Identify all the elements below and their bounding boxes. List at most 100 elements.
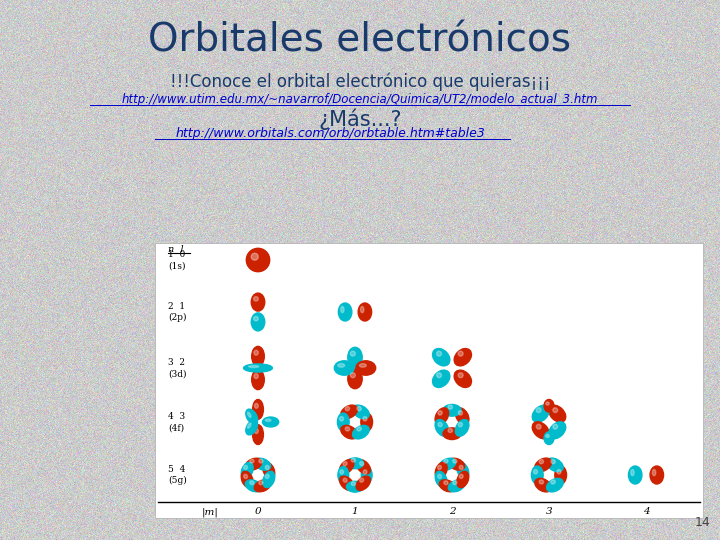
Ellipse shape (348, 347, 362, 367)
Ellipse shape (346, 481, 364, 492)
Ellipse shape (252, 346, 264, 366)
Text: |m|: |m| (202, 507, 218, 517)
Ellipse shape (453, 459, 457, 463)
Ellipse shape (455, 420, 469, 436)
Text: 1: 1 (351, 508, 359, 516)
Ellipse shape (438, 474, 441, 478)
Ellipse shape (435, 408, 449, 424)
Ellipse shape (357, 427, 361, 431)
Ellipse shape (351, 351, 356, 356)
Ellipse shape (341, 306, 344, 313)
Ellipse shape (363, 470, 367, 474)
Ellipse shape (629, 466, 642, 484)
Ellipse shape (650, 466, 664, 484)
Ellipse shape (334, 361, 354, 375)
Ellipse shape (553, 424, 558, 429)
Circle shape (251, 253, 258, 260)
Ellipse shape (343, 462, 347, 465)
Text: http://www.orbitals.com/orb/orbtable.htm#table3: http://www.orbitals.com/orb/orbtable.htm… (175, 127, 485, 140)
Ellipse shape (458, 411, 462, 415)
Ellipse shape (250, 481, 254, 485)
Ellipse shape (338, 413, 349, 431)
Ellipse shape (433, 370, 450, 388)
Ellipse shape (243, 474, 248, 478)
Ellipse shape (345, 427, 350, 431)
Text: http://www.utim.edu.mx/~navarrof/Docencia/Quimica/UT2/modelo_actual_3.htm: http://www.utim.edu.mx/~navarrof/Docenci… (122, 93, 598, 106)
Ellipse shape (546, 402, 549, 405)
Ellipse shape (253, 296, 258, 301)
Ellipse shape (340, 476, 354, 490)
Ellipse shape (338, 303, 352, 321)
Ellipse shape (546, 434, 549, 437)
Ellipse shape (444, 481, 448, 485)
Ellipse shape (254, 403, 258, 408)
Ellipse shape (449, 480, 464, 492)
Ellipse shape (457, 462, 469, 478)
Ellipse shape (343, 478, 347, 482)
Ellipse shape (652, 469, 656, 476)
Ellipse shape (458, 422, 462, 427)
Ellipse shape (351, 482, 356, 485)
Ellipse shape (356, 361, 376, 375)
Ellipse shape (341, 405, 357, 418)
Ellipse shape (361, 413, 372, 431)
Text: ¿Más...?: ¿Más...? (318, 108, 402, 130)
Ellipse shape (359, 478, 364, 482)
Ellipse shape (340, 470, 343, 474)
Ellipse shape (251, 313, 265, 331)
Ellipse shape (436, 351, 441, 356)
Ellipse shape (448, 405, 452, 409)
Ellipse shape (448, 428, 452, 433)
Text: !!!Conoce el orbital electrónico que quieras¡¡¡: !!!Conoce el orbital electrónico que qui… (170, 73, 550, 91)
Text: 14: 14 (694, 516, 710, 529)
Ellipse shape (549, 422, 566, 438)
Ellipse shape (435, 462, 447, 478)
Ellipse shape (351, 458, 356, 462)
Ellipse shape (359, 363, 366, 367)
Ellipse shape (346, 458, 364, 469)
Ellipse shape (361, 467, 372, 483)
Ellipse shape (449, 458, 464, 470)
Ellipse shape (246, 458, 261, 470)
Text: 3  2
(3d): 3 2 (3d) (168, 357, 186, 379)
Ellipse shape (555, 466, 567, 484)
Ellipse shape (253, 316, 258, 321)
Ellipse shape (553, 408, 558, 413)
Text: 4: 4 (643, 508, 649, 516)
Ellipse shape (248, 423, 251, 428)
Ellipse shape (243, 364, 272, 372)
Ellipse shape (536, 424, 541, 429)
Ellipse shape (254, 458, 271, 470)
Ellipse shape (359, 462, 364, 465)
Text: 2  1
(2p): 2 1 (2p) (168, 301, 186, 322)
Ellipse shape (252, 370, 264, 389)
Ellipse shape (455, 408, 469, 424)
Ellipse shape (439, 458, 456, 470)
Text: 4  3
(4f): 4 3 (4f) (168, 411, 185, 433)
Ellipse shape (358, 303, 372, 321)
Ellipse shape (246, 409, 258, 424)
Text: 2: 2 (449, 508, 455, 516)
Ellipse shape (459, 474, 463, 478)
Ellipse shape (363, 416, 367, 421)
Ellipse shape (263, 462, 275, 478)
Ellipse shape (438, 411, 442, 415)
Text: 1  0
(1s): 1 0 (1s) (168, 249, 186, 271)
Ellipse shape (546, 458, 563, 471)
Ellipse shape (265, 474, 269, 478)
Ellipse shape (436, 373, 441, 378)
Text: 5  4
(5g): 5 4 (5g) (168, 464, 186, 485)
Ellipse shape (265, 465, 269, 470)
Ellipse shape (353, 426, 369, 439)
Ellipse shape (535, 478, 552, 492)
Ellipse shape (250, 459, 254, 463)
Ellipse shape (551, 480, 555, 484)
Ellipse shape (532, 405, 549, 422)
Ellipse shape (443, 404, 461, 416)
Ellipse shape (531, 466, 543, 484)
Ellipse shape (353, 405, 369, 418)
Ellipse shape (246, 420, 258, 435)
Ellipse shape (251, 293, 265, 311)
Ellipse shape (631, 469, 634, 476)
Ellipse shape (443, 428, 461, 440)
